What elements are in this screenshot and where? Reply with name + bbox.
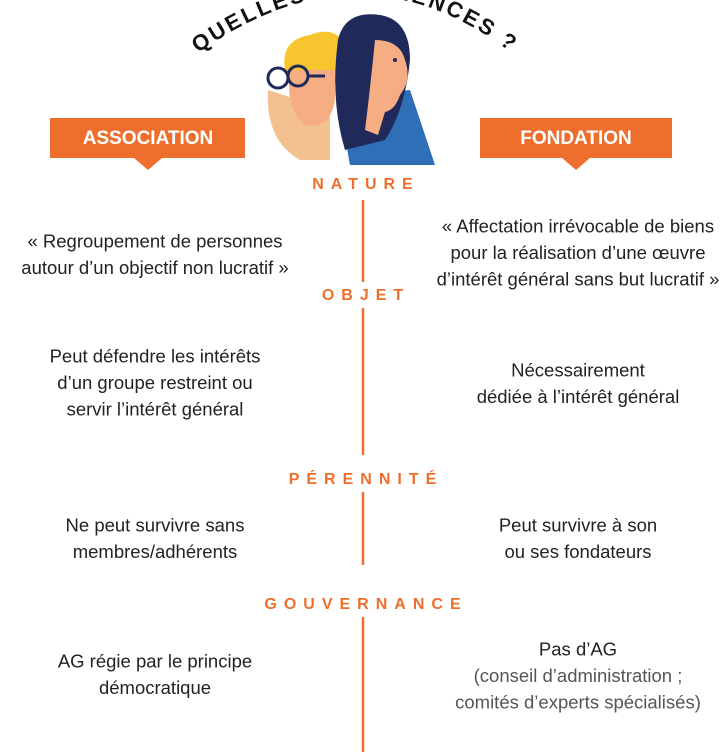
right-text: Peut survivre à son <box>499 515 657 536</box>
section-heading: GOUVERNANCE <box>264 596 467 613</box>
left-text: Ne peut survivre sans <box>66 515 245 536</box>
right-text: comités d’experts spécialisés) <box>455 691 701 712</box>
right-text: pour la réalisation d’une œuvre <box>450 242 705 263</box>
right-text: « Affectation irrévocable de biens <box>442 215 714 236</box>
right-text: dédiée à l’intérêt général <box>477 386 680 407</box>
left-text: AG régie par le principe <box>58 651 252 672</box>
left-text: membres/adhérents <box>73 541 238 562</box>
right-text: d’intérêt général sans but lucratif » <box>437 268 720 289</box>
column-title: ASSOCIATION <box>83 128 214 149</box>
section-heading: NATURE <box>312 176 419 193</box>
left-text: démocratique <box>99 677 211 698</box>
left-text: « Regroupement de personnes <box>27 231 282 252</box>
section-heading: OBJET <box>322 287 410 304</box>
right-text: Pas d’AG <box>539 638 617 659</box>
illustration <box>266 14 435 165</box>
right-text: (conseil d’administration ; <box>474 665 683 686</box>
left-text: d’un groupe restreint ou <box>57 372 252 393</box>
right-text: Nécessairement <box>511 360 645 381</box>
section-heading: PÉRENNITÉ <box>289 469 444 488</box>
column-title: FONDATION <box>520 128 632 149</box>
left-text: servir l’intérêt général <box>67 398 244 419</box>
left-text: autour d’un objectif non lucratif » <box>21 257 288 278</box>
right-text: ou ses fondateurs <box>504 541 651 562</box>
banner <box>480 118 672 170</box>
left-text: Peut défendre les intérêts <box>50 345 261 366</box>
banner <box>50 118 245 170</box>
